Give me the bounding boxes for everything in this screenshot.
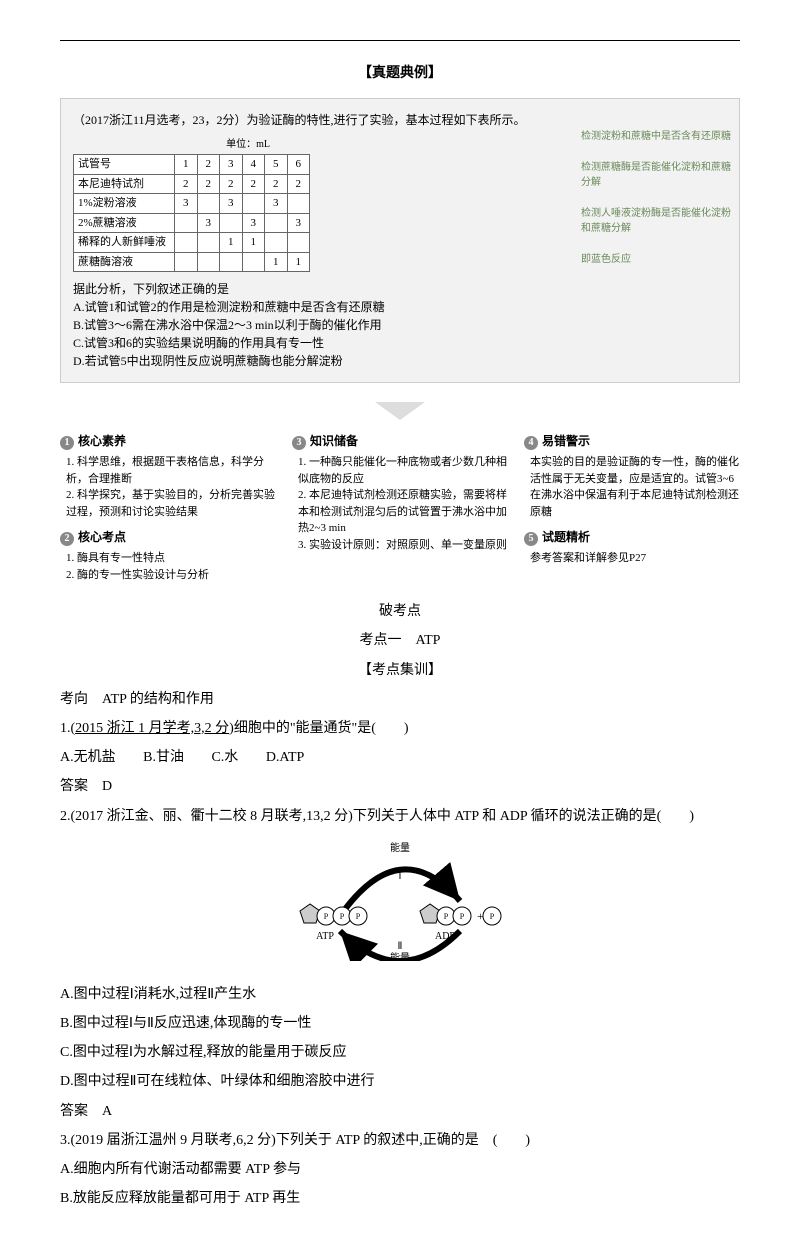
adp-molecule-icon: P P + P <box>420 904 501 925</box>
heading-break: 破考点 <box>60 599 740 624</box>
col-heading: 4易错警示 <box>524 432 740 450</box>
heading-training: 【考点集训】 <box>60 658 740 683</box>
label-atp: ATP <box>316 931 334 942</box>
row-header: 试管号 <box>74 155 175 175</box>
col-heading: 5试题精析 <box>524 528 740 546</box>
svg-text:P: P <box>340 912 345 921</box>
option: A.无机盐 <box>60 745 116 770</box>
q2-option: B.图中过程Ⅰ与Ⅱ反应迅速,体现酶的专一性 <box>60 1011 740 1036</box>
option: D.ATP <box>266 745 305 770</box>
row-header: 蔗糖酶溶液 <box>74 252 175 272</box>
col-heading: 2核心考点 <box>60 528 276 546</box>
exam-options: 据此分析，下列叙述正确的是 A.试管1和试管2的作用是检测淀粉和蔗糖中是否含有还… <box>73 280 727 370</box>
option: B.甘油 <box>143 745 184 770</box>
svg-text:P: P <box>460 912 465 921</box>
exam-option: B.试管3～6需在沸水浴中保温2～3 min以利于酶的催化作用 <box>73 316 727 334</box>
q2-option: C.图中过程Ⅰ为水解过程,释放的能量用于碳反应 <box>60 1040 740 1065</box>
analysis-columns: 1核心素养 1. 科学思维，根据题干表格信息，科学分析，合理推断2. 科学探究，… <box>60 432 740 583</box>
row-header: 稀释的人新鲜唾液 <box>74 233 175 253</box>
table-row: 本尼迪特试剂222222 <box>74 174 310 194</box>
q1-answer: 答案 D <box>60 774 740 799</box>
svg-text:P: P <box>490 912 495 921</box>
label-one: Ⅰ <box>399 871 402 882</box>
badge-icon: 2 <box>60 532 74 546</box>
margin-annotations: 检测淀粉和蔗糖中是否含有还原糖 检测蔗糖酶是否能催化淀粉和蔗糖分解 检测人唾液淀… <box>581 129 731 283</box>
col-heading: 1核心素养 <box>60 432 276 450</box>
exam-example-box: （2017浙江11月选考，23，2分）为验证酶的特性,进行了实验，基本过程如下表… <box>60 98 740 383</box>
exam-table-wrap: 单位：mL 试管号 123456 本尼迪特试剂222222 1%淀粉溶液333 … <box>73 137 310 272</box>
table-row: 试管号 123456 <box>74 155 310 175</box>
svg-text:P: P <box>324 912 329 921</box>
table-unit: 单位：mL <box>73 137 310 152</box>
label-bottom: 能量 <box>390 951 410 961</box>
svg-text:P: P <box>356 912 361 921</box>
annotation: 即蓝色反应 <box>581 252 731 267</box>
badge-icon: 3 <box>292 436 306 450</box>
exam-option: C.试管3和6的实验结果说明酶的作用具有专一性 <box>73 334 727 352</box>
atp-adp-cycle-diagram: 能量 Ⅰ P P P ATP P P + P ADP Ⅱ 能量 <box>60 841 740 970</box>
col-left: 1核心素养 1. 科学思维，根据题干表格信息，科学分析，合理推断2. 科学探究，… <box>60 432 276 583</box>
direction-label: 考向 ATP 的结构和作用 <box>60 687 740 712</box>
q1-stem: 1.(2015 浙江 1 月学考,3,2 分)细胞中的"能量通货"是( ) <box>60 716 740 741</box>
col-body: 参考答案和详解参见P27 <box>524 550 740 567</box>
badge-icon: 4 <box>524 436 538 450</box>
badge-icon: 5 <box>524 532 538 546</box>
table-row: 2%蔗糖溶液333 <box>74 213 310 233</box>
heading-point1: 考点一 ATP <box>60 628 740 653</box>
q2-option: D.图中过程Ⅱ可在线粒体、叶绿体和细胞溶胶中进行 <box>60 1069 740 1094</box>
col-heading: 3知识储备 <box>292 432 508 450</box>
q1-source-link[interactable]: 2015 浙江 1 月学考,3,2 分 <box>75 721 229 736</box>
q2-option: A.图中过程Ⅰ消耗水,过程Ⅱ产生水 <box>60 982 740 1007</box>
q3-option: A.细胞内所有代谢活动都需要 ATP 参与 <box>60 1157 740 1182</box>
col-mid: 3知识储备 1. 一种酶只能催化一种底物或者少数几种相似底物的反应2. 本尼迪特… <box>292 432 508 583</box>
col-body: 1. 科学思维，根据题干表格信息，科学分析，合理推断2. 科学探究，基于实验目的… <box>60 454 276 520</box>
exam-option: A.试管1和试管2的作用是检测淀粉和蔗糖中是否含有还原糖 <box>73 298 727 316</box>
down-pointer-icon <box>60 402 740 420</box>
exam-data-table: 试管号 123456 本尼迪特试剂222222 1%淀粉溶液333 2%蔗糖溶液… <box>73 154 310 272</box>
col-body: 1. 酶具有专一性特点2. 酶的专一性实验设计与分析 <box>60 550 276 583</box>
main-content: 破考点 考点一 ATP 【考点集训】 考向 ATP 的结构和作用 1.(2015… <box>60 599 740 1211</box>
table-row: 蔗糖酶溶液11 <box>74 252 310 272</box>
label-two: Ⅱ <box>398 941 403 952</box>
annotation: 检测淀粉和蔗糖中是否含有还原糖 <box>581 129 731 144</box>
atp-molecule-icon: P P P <box>300 904 367 925</box>
col-body: 1. 一种酶只能催化一种底物或者少数几种相似底物的反应2. 本尼迪特试剂检测还原… <box>292 454 508 553</box>
label-top: 能量 <box>390 841 410 854</box>
row-header: 本尼迪特试剂 <box>74 174 175 194</box>
svg-text:P: P <box>444 912 449 921</box>
q2-answer: 答案 A <box>60 1099 740 1124</box>
section-exam-examples-title: 【真题典例】 <box>60 61 740 86</box>
option: C.水 <box>211 745 238 770</box>
annotation: 检测蔗糖酶是否能催化淀粉和蔗糖分解 <box>581 160 731 190</box>
q3-option: B.放能反应释放能量都可用于 ATP 再生 <box>60 1186 740 1211</box>
q1-options: A.无机盐 B.甘油 C.水 D.ATP <box>60 745 740 770</box>
q2-stem: 2.(2017 浙江金、丽、衢十二校 8 月联考,13,2 分)下列关于人体中 … <box>60 804 740 829</box>
row-header: 2%蔗糖溶液 <box>74 213 175 233</box>
col-body: 本实验的目的是验证酶的专一性，酶的催化活性属于无关变量，应是适宜的。试管3~6在… <box>524 454 740 520</box>
page-top-rule <box>60 40 740 41</box>
table-row: 稀释的人新鲜唾液11 <box>74 233 310 253</box>
col-right: 4易错警示 本实验的目的是验证酶的专一性，酶的催化活性属于无关变量，应是适宜的。… <box>524 432 740 583</box>
badge-icon: 1 <box>60 436 74 450</box>
row-header: 1%淀粉溶液 <box>74 194 175 214</box>
exam-stem: （2017浙江11月选考，23，2分）为验证酶的特性,进行了实验，基本过程如下表… <box>73 111 727 129</box>
annotation: 检测人唾液淀粉酶是否能催化淀粉和蔗糖分解 <box>581 206 731 236</box>
exam-option: D.若试管5中出现阴性反应说明蔗糖酶也能分解淀粉 <box>73 352 727 370</box>
table-row: 1%淀粉溶液333 <box>74 194 310 214</box>
